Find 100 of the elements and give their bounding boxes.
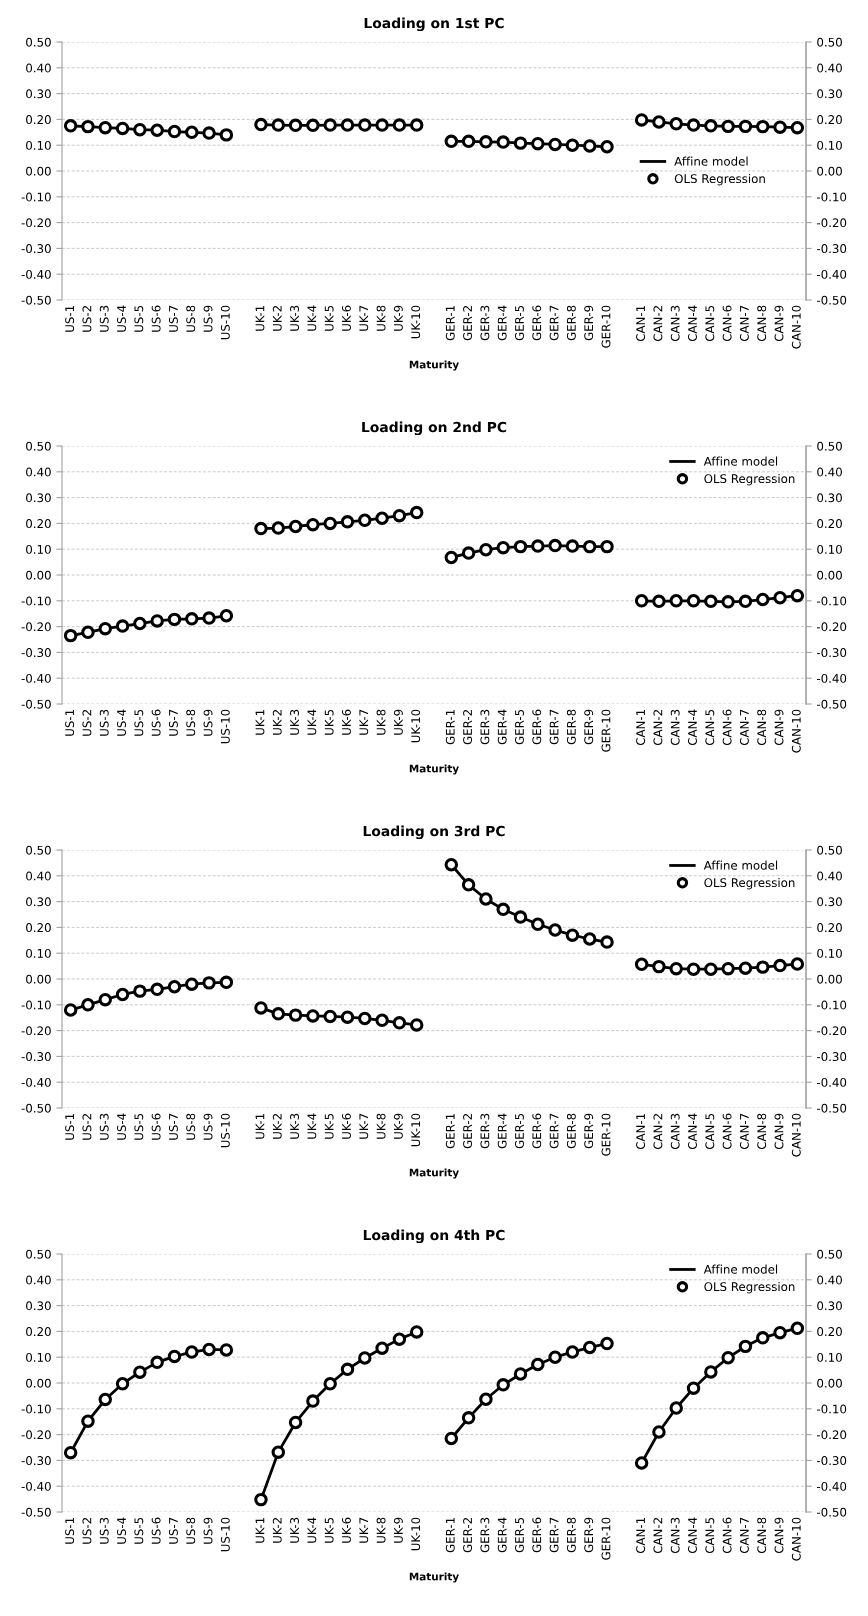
x-tick-label: GER-2 (463, 1114, 473, 1149)
x-tick-label: GER-9 (584, 1113, 594, 1149)
point (185, 977, 199, 991)
x-tick-label: US-3 (99, 305, 109, 332)
y2-tick-label: -0.10 (816, 596, 847, 606)
point (479, 135, 493, 149)
x-tick-label: GER-3 (480, 1517, 490, 1553)
x-tick-label: GER-4 (497, 305, 507, 341)
x-tick-label: US-2 (82, 1518, 92, 1544)
x-tick-label: CAN-5 (705, 709, 715, 746)
point (340, 1010, 355, 1024)
y2-tick-label: -0.50 (816, 1507, 847, 1517)
y2-tick-label: 0.00 (817, 166, 842, 176)
point (98, 120, 112, 135)
point (513, 539, 528, 554)
y-tick-label: -0.30 (21, 244, 51, 254)
point (202, 611, 216, 625)
x-tick-label: GER-9 (584, 305, 594, 341)
y2-tick-label: 0.40 (817, 871, 842, 881)
point (81, 625, 95, 640)
point (600, 935, 614, 949)
x-tick-label: GER-7 (549, 709, 559, 745)
x-tick-label: UK-9 (393, 709, 403, 735)
point (686, 118, 701, 132)
point (721, 119, 735, 134)
x-tick-label: US-6 (151, 709, 161, 736)
x-tick-label: CAN-2 (653, 710, 663, 746)
x-tick-label: GER-2 (463, 306, 473, 341)
point (582, 1340, 597, 1355)
point (704, 119, 718, 133)
x-tick-label: US-10 (220, 305, 230, 340)
y-tick-label: 0.20 (26, 115, 51, 125)
y-tick-label: -0.30 (21, 1052, 51, 1062)
x-tick-label: CAN-8 (757, 305, 767, 342)
point (790, 588, 805, 603)
point (790, 120, 805, 135)
chart-title: Loading on 1st PC (364, 17, 504, 32)
x-tick-label: CAN-3 (670, 709, 680, 746)
y-tick-label: -0.20 (21, 218, 51, 228)
y2-tick-label: 0.30 (817, 1301, 842, 1311)
point (185, 1345, 199, 1359)
point (202, 976, 216, 990)
x-tick-label: US-10 (220, 709, 230, 744)
y-tick-label: 0.00 (26, 570, 51, 580)
x-tick-label: UK-5 (324, 709, 334, 735)
point (340, 1362, 355, 1377)
legend-label: Affine model (674, 156, 748, 166)
x-tick-label: GER-4 (497, 709, 507, 745)
point (133, 122, 147, 137)
point (81, 1414, 95, 1428)
point (565, 138, 580, 152)
point (721, 961, 735, 976)
point (738, 961, 753, 975)
y2-tick-label: 0.50 (817, 1249, 842, 1259)
x-tick-label: CAN-10 (791, 305, 801, 349)
x-tick-label: CAN-4 (688, 305, 697, 342)
x-tick-label: US-9 (203, 1517, 213, 1544)
x-tick-label: UK-4 (307, 1113, 317, 1139)
point (531, 539, 545, 553)
point (340, 118, 355, 132)
point (375, 1013, 389, 1028)
point (704, 962, 718, 976)
x-tick-label: CAN-7 (739, 1517, 749, 1554)
point (634, 957, 649, 972)
point (98, 621, 112, 636)
point (756, 119, 770, 134)
point (444, 134, 459, 149)
x-tick-label: GER-3 (480, 1113, 490, 1149)
point (63, 1003, 78, 1017)
x-tick-label: US-9 (203, 1113, 213, 1140)
x-tick-label: US-7 (168, 305, 178, 332)
x-tick-label: US-2 (82, 1114, 92, 1140)
point (634, 594, 649, 608)
x-tick-label: CAN-3 (670, 1517, 680, 1554)
x-tick-label: UK-6 (341, 1517, 351, 1543)
x-tick-label: US-10 (220, 1113, 230, 1148)
y-tick-label: -0.10 (21, 1404, 51, 1414)
y-tick-label: 0.30 (26, 897, 51, 907)
y2-tick-label: -0.30 (816, 244, 847, 254)
point (513, 136, 528, 150)
x-tick-label: CAN-5 (705, 1113, 715, 1150)
point (167, 124, 182, 139)
x-tick-label: GER-1 (445, 1517, 455, 1553)
x-tick-label: GER-9 (584, 1517, 594, 1553)
point (773, 958, 787, 973)
point (686, 962, 701, 976)
x-tick-label: US-3 (99, 709, 109, 736)
x-tick-label: GER-2 (463, 1518, 473, 1553)
y2-tick-label: 0.20 (817, 923, 842, 933)
x-tick-label: UK-9 (393, 1517, 403, 1543)
point (790, 957, 805, 971)
y2-tick-label: -0.50 (816, 699, 847, 709)
y-tick-label: 0.50 (26, 37, 51, 47)
point (738, 119, 753, 134)
point (306, 118, 320, 133)
y-tick-label: 0.50 (26, 845, 51, 855)
y2-tick-label: -0.50 (816, 295, 847, 305)
y2-tick-label: 0.30 (817, 493, 842, 503)
y-tick-label: 0.50 (26, 441, 51, 451)
x-tick-label: US-7 (168, 1113, 178, 1140)
